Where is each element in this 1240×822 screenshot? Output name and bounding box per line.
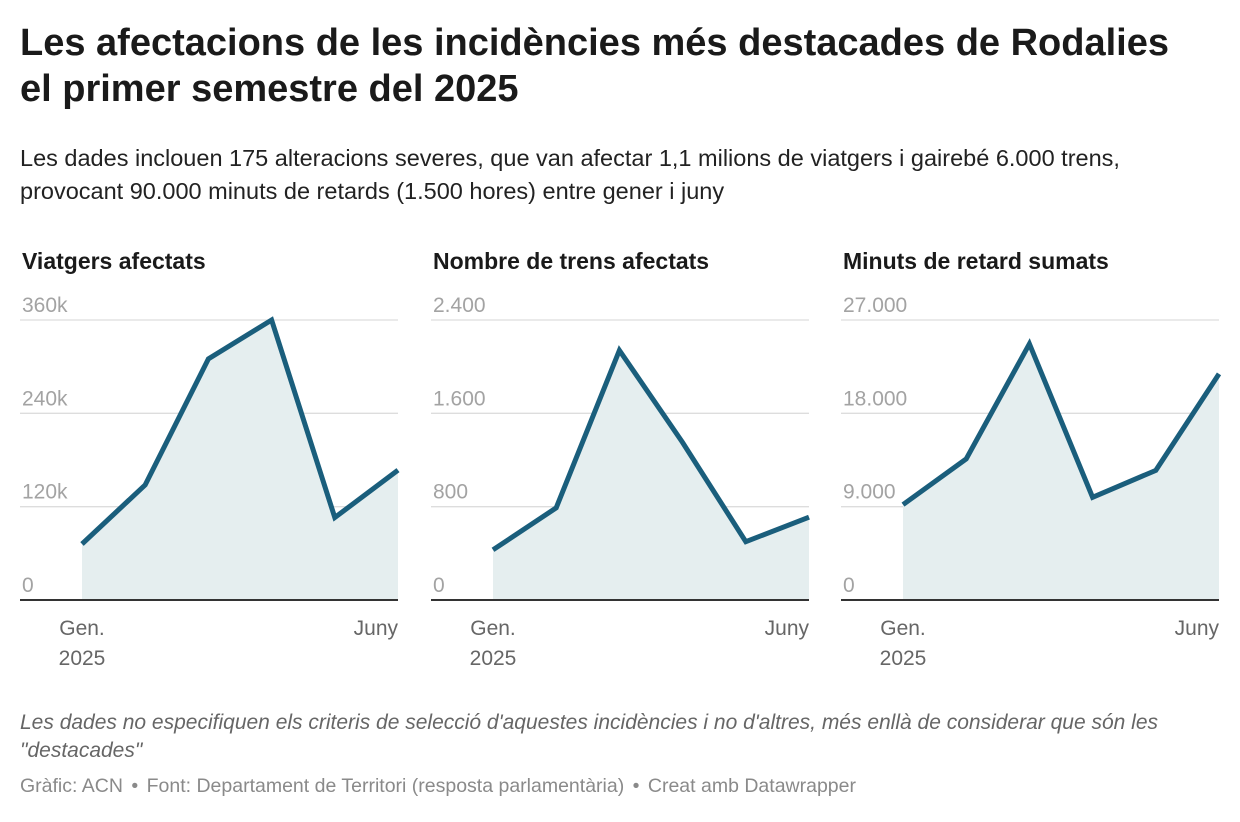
credit-graphic: Gràfic: ACN: [20, 775, 123, 797]
data-point: [490, 547, 496, 553]
y-tick-label: 0: [22, 574, 34, 597]
series-area: [493, 350, 809, 600]
y-tick-label: 0: [433, 574, 445, 597]
y-tick-label: 27.000: [843, 294, 907, 317]
x-tick-label-line: 2025: [59, 647, 106, 670]
panel-title: Nombre de trens afectats: [433, 248, 710, 274]
data-point: [1216, 371, 1222, 377]
y-tick-label: 360k: [22, 294, 68, 317]
panel-viatgers: Viatgers afectats 0 120k 240k 360k Gen. 2025 J…: [20, 246, 400, 676]
x-tick-label-line: Gen.: [470, 617, 516, 640]
data-point: [900, 502, 906, 508]
panel-title: Minuts de retard sumats: [843, 248, 1109, 274]
data-point: [806, 514, 812, 520]
x-tick-label: Gen. 2025: [470, 617, 517, 670]
data-point: [616, 347, 622, 353]
x-tick-label-line: 2025: [470, 647, 517, 670]
chart-trens-svg: 0 800 1.600 2.400 Gen. 2025 Juny: [431, 294, 812, 670]
y-tick-label: 1.600: [433, 387, 486, 410]
panel-minuts: Minuts de retard sumats 0 9.000 18.000 27.0…: [841, 246, 1222, 676]
chart-title: Les afectacions de les incidències més d…: [20, 22, 1169, 110]
data-point: [963, 456, 969, 462]
series-line: [80, 316, 400, 546]
data-point: [269, 317, 275, 323]
data-point: [743, 539, 749, 545]
y-tick-label: 800: [433, 481, 468, 504]
series-area: [82, 320, 398, 600]
y-tick-label: 2.400: [433, 294, 486, 317]
credit-source: Font: Departament de Territori (resposta…: [146, 775, 625, 797]
data-point: [1153, 467, 1159, 473]
x-tick-label-line: Gen.: [880, 617, 926, 640]
chart-credits: Gràfic: ACN • Font: Departament de Terri…: [20, 775, 856, 798]
series-line: [901, 338, 1222, 507]
x-tick-label: Juny: [765, 617, 810, 640]
x-tick-label-line: Gen.: [59, 617, 105, 640]
x-tick-label: Juny: [354, 617, 399, 640]
chart-viatgers-svg: 0 120k 240k 360k Gen. 2025 Juny: [20, 294, 401, 670]
data-point: [1026, 341, 1032, 347]
data-point: [553, 505, 559, 511]
series-line: [491, 345, 810, 552]
chart-notes: Les dades no especifiquen els criteris d…: [20, 711, 1159, 762]
x-tick-label: Gen. 2025: [880, 617, 927, 670]
credit-tool: Creat amb Datawrapper: [647, 775, 856, 797]
series-area: [903, 343, 1219, 600]
panel-title: Viatgers afectats: [22, 248, 206, 274]
data-point: [332, 515, 338, 521]
chart-minuts-svg: 0 9.000 18.000 27.000 Gen. 2025 Juny: [841, 294, 1222, 670]
data-point: [1090, 494, 1096, 500]
credit-separator: •: [632, 775, 640, 797]
credit-separator: •: [131, 775, 139, 797]
y-tick-label: 18.000: [843, 387, 907, 410]
data-point: [79, 541, 85, 547]
x-tick-label: Juny: [1175, 617, 1220, 640]
data-point: [395, 467, 401, 473]
chart-subtitle: Les dades inclouen 175 alteracions sever…: [20, 145, 1120, 204]
data-point: [142, 482, 148, 488]
y-tick-label: 240k: [22, 387, 68, 410]
y-tick-label: 120k: [22, 481, 68, 504]
panel-trens: Nombre de trens afectats 0 800 1.600 2.400 G…: [431, 246, 811, 676]
y-tick-label: 9.000: [843, 481, 896, 504]
data-point: [205, 356, 211, 362]
y-tick-label: 0: [843, 574, 855, 597]
data-point: [680, 440, 686, 446]
x-tick-label: Gen. 2025: [59, 617, 106, 670]
x-tick-label-line: 2025: [880, 647, 927, 670]
